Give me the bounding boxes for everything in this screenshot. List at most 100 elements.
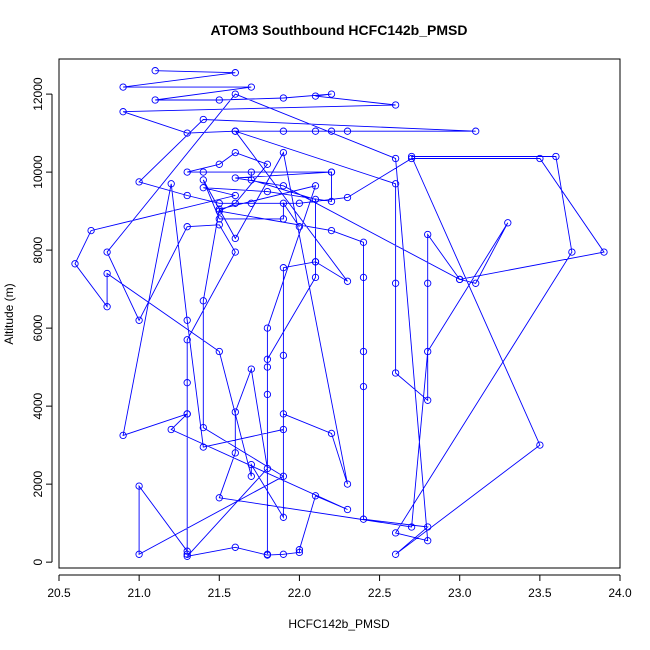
data-point <box>135 482 143 490</box>
data-point <box>391 154 400 163</box>
data-point <box>536 154 544 163</box>
data-point <box>215 96 223 104</box>
y-tick-label: 6000 <box>31 314 45 341</box>
data-point <box>247 472 255 480</box>
data-point <box>231 191 239 200</box>
data-point <box>231 69 239 77</box>
data-point <box>71 260 79 268</box>
data-point <box>552 152 560 161</box>
data-point <box>279 410 288 418</box>
data-point <box>407 523 416 531</box>
data-point <box>504 219 512 227</box>
data-point <box>247 176 255 184</box>
data-point <box>183 552 191 560</box>
data-point <box>472 279 480 287</box>
data-point <box>391 529 400 537</box>
data-point <box>295 548 304 557</box>
data-point <box>183 336 191 344</box>
data-point <box>424 537 432 545</box>
x-tick-label: 20.5 <box>47 586 71 600</box>
chart-title: ATOM3 Southbound HCFC142b_PMSD <box>211 22 468 38</box>
data-point <box>87 226 95 235</box>
data-point <box>183 191 191 200</box>
data-point <box>103 269 111 278</box>
data-point <box>343 505 352 514</box>
data-point <box>391 279 400 287</box>
data-point <box>279 550 288 558</box>
data-point <box>279 94 288 102</box>
data-point <box>135 178 143 186</box>
data-point <box>247 460 255 469</box>
data-point <box>568 248 576 256</box>
data-point <box>231 248 239 256</box>
data-point <box>231 127 239 135</box>
data-point <box>327 127 336 135</box>
data-point <box>263 551 272 559</box>
data-point <box>135 316 143 324</box>
data-point <box>215 205 223 213</box>
data-point <box>327 226 336 235</box>
data-point <box>231 174 239 182</box>
data-point <box>231 90 239 98</box>
data-point <box>424 230 432 239</box>
data-point <box>199 423 207 432</box>
y-tick-label: 10000 <box>31 155 45 189</box>
series-line <box>74 70 605 557</box>
data-point <box>279 182 288 190</box>
data-point <box>456 275 464 284</box>
data-point <box>119 83 127 91</box>
data-point <box>327 90 336 98</box>
data-point <box>359 238 368 246</box>
data-point <box>279 199 288 207</box>
data-point <box>311 127 320 135</box>
data-point <box>151 96 159 104</box>
data-point <box>263 464 272 473</box>
data-point <box>231 199 239 207</box>
data-point <box>391 101 400 109</box>
data-point <box>119 108 127 116</box>
data-point <box>279 425 288 434</box>
x-tick-label: 21.0 <box>127 586 151 600</box>
data-point <box>279 127 288 135</box>
x-tick-label: 24.0 <box>608 586 632 600</box>
data-point <box>119 431 127 440</box>
data-point <box>231 449 239 457</box>
y-tick-label: 2000 <box>31 470 45 497</box>
data-point <box>231 234 239 243</box>
data-point <box>199 297 207 305</box>
data-point <box>424 396 432 404</box>
data-point <box>600 248 608 256</box>
data-point <box>263 160 272 168</box>
data-point <box>359 515 368 523</box>
data-point <box>359 273 368 282</box>
data-point <box>279 215 288 223</box>
data-point <box>311 92 320 100</box>
data-point <box>183 223 191 231</box>
data-point <box>199 443 207 451</box>
data-point <box>247 83 255 91</box>
x-tick-label: 22.5 <box>368 586 392 600</box>
x-axis-label: HCFC142b_PMSD <box>288 617 390 631</box>
data-point <box>263 324 272 332</box>
data-point <box>183 129 191 137</box>
data-point <box>311 258 320 266</box>
data-point <box>407 152 416 161</box>
y-axis: 0 2000 4000 6000 8000 10000 12000 <box>31 77 53 565</box>
data-point <box>247 365 255 373</box>
x-tick-label: 22.0 <box>288 586 312 600</box>
data-point <box>424 347 432 356</box>
data-point <box>536 441 544 449</box>
data-point <box>343 193 352 202</box>
data-point <box>327 168 336 176</box>
series-layer <box>71 67 608 560</box>
y-tick-label: 12000 <box>31 77 45 111</box>
data-point <box>231 148 239 157</box>
data-point <box>199 184 207 192</box>
data-point <box>327 429 336 438</box>
data-point <box>247 199 255 207</box>
x-tick-label: 21.5 <box>208 586 232 600</box>
data-point <box>263 355 272 363</box>
data-point <box>215 494 223 502</box>
data-point <box>472 127 480 135</box>
data-point <box>295 546 304 554</box>
